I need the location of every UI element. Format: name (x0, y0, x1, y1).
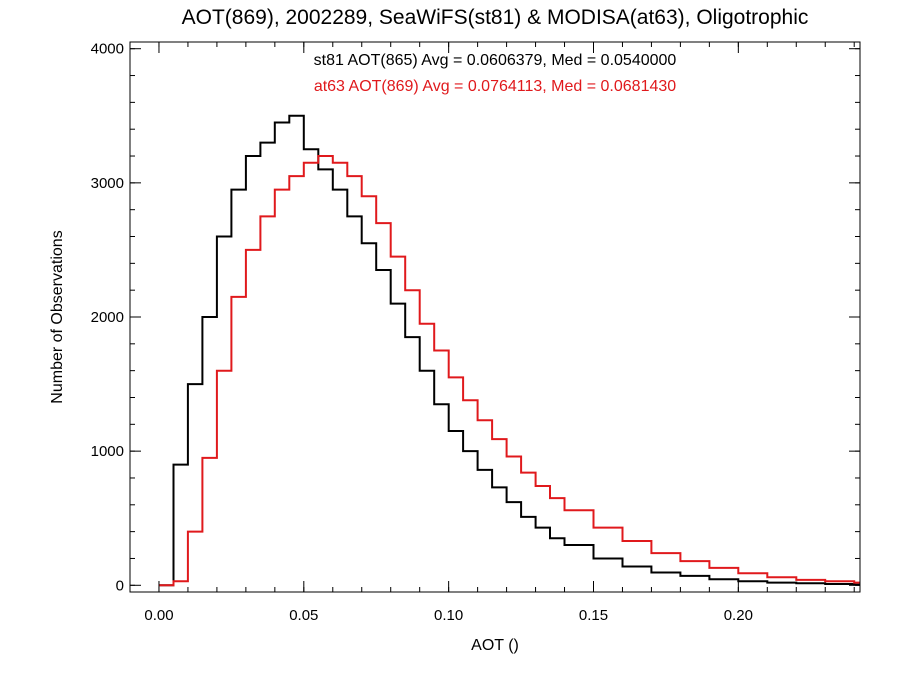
x-tick-label: 0.15 (579, 607, 608, 624)
series-line-st81 (159, 114, 860, 587)
series-line-at63 (159, 155, 860, 587)
x-tick-label: 0.10 (434, 607, 463, 624)
axes-layer: 0.00 0.05 0.10 0.15 0.20 0 1000 2000 3000 4000 (91, 41, 861, 624)
x-axis-label: AOT () (471, 637, 519, 654)
series-layer (159, 114, 860, 587)
y-tick-label: 0 (116, 577, 124, 594)
x-tick-label: 0.20 (724, 607, 753, 624)
chart-title: AOT(869), 2002289, SeaWiFS(st81) & MODIS… (181, 6, 809, 29)
plot-frame (129, 41, 861, 593)
y-tick-label: 3000 (91, 175, 124, 192)
x-tick-label: 0.00 (144, 607, 173, 624)
y-tick-label: 2000 (91, 309, 124, 326)
x-tick-label: 0.05 (289, 607, 318, 624)
legend-entry-st81: st81 AOT(865) Avg = 0.0606379, Med = 0.0… (313, 52, 677, 69)
y-tick-label: 4000 (91, 41, 124, 58)
y-tick-label: 1000 (91, 443, 124, 460)
legend-entry-at63: at63 AOT(869) Avg = 0.0764113, Med = 0.0… (313, 78, 677, 95)
